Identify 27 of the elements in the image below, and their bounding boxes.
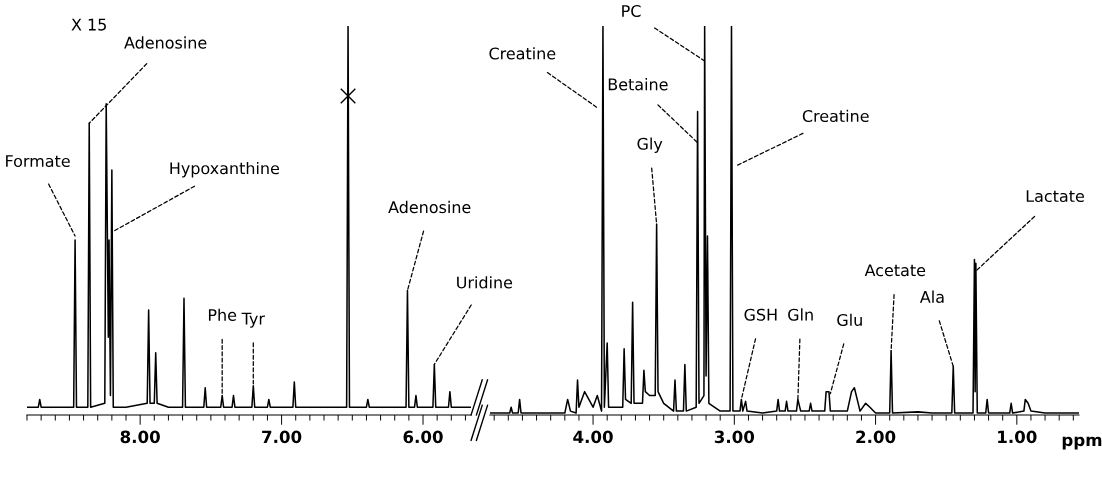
- x-tick-label: 3.00: [714, 430, 755, 444]
- x-tick-label: 6.00: [403, 430, 443, 444]
- annotation: Hypoxanthine: [170, 161, 280, 178]
- annotation: Formate: [6, 155, 70, 168]
- x-tick-label: 2.00: [856, 430, 896, 444]
- x-tick-label: 1.00: [998, 430, 1037, 444]
- annotation: Creatine: [489, 47, 556, 60]
- annotation: GSH: [744, 308, 777, 321]
- x-tick-label: 7.00: [262, 430, 302, 444]
- annotation: Creatine: [802, 109, 869, 123]
- annotation: Betaine: [608, 78, 668, 91]
- annotation: Adenosine: [124, 36, 207, 49]
- annotation: Tyr: [241, 312, 265, 328]
- annotation: Gln: [788, 308, 813, 321]
- annotation: Phe: [208, 308, 237, 322]
- annotation: Uridine: [457, 276, 513, 289]
- annotation: Acetate: [864, 264, 926, 277]
- annotation: PC: [622, 4, 641, 18]
- annotation: Lactate: [1026, 190, 1084, 203]
- x-axis-title: ppm: [1062, 436, 1102, 450]
- annotation: Glu: [837, 313, 862, 327]
- x-tick-label: 8.00: [120, 430, 160, 444]
- annotation: X 15: [71, 18, 106, 31]
- annotation: Ala: [919, 290, 944, 303]
- annotation: Gly: [637, 137, 663, 153]
- x-tick-label: 4.00: [573, 430, 613, 444]
- annotation: Adenosine: [388, 200, 471, 214]
